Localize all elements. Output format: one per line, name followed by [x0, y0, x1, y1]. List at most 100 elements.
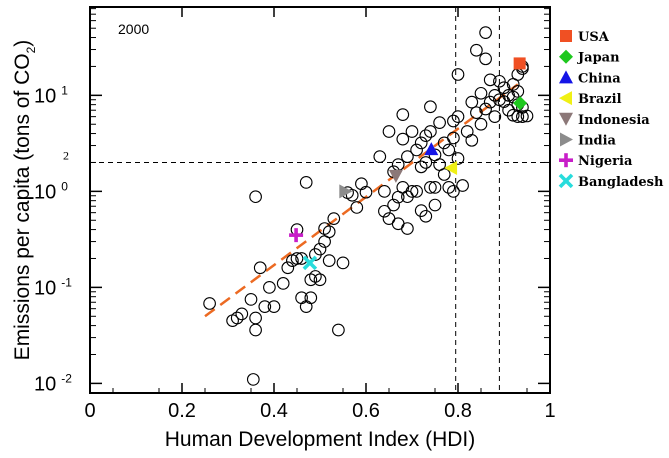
country-point	[327, 212, 341, 225]
x-tick-label: 0.6	[352, 400, 380, 422]
y-tick-label: 10 1	[34, 83, 68, 107]
country-point	[479, 26, 492, 39]
country-point	[350, 201, 364, 214]
country-point	[433, 116, 446, 129]
country-point	[396, 108, 410, 121]
country-point	[451, 110, 465, 123]
y-tick-exponent: -2	[61, 371, 72, 385]
country-point	[419, 156, 433, 169]
country-point	[460, 125, 474, 138]
legend-marker-india	[560, 132, 573, 147]
country-point	[516, 110, 529, 123]
highlight-point-nigeria	[289, 228, 304, 243]
country-point	[332, 323, 345, 337]
country-point	[249, 190, 262, 204]
y-tick-label: 10 0	[34, 179, 68, 203]
country-point	[322, 254, 336, 267]
y-axis-title-sub: 2	[24, 46, 38, 53]
legend-marker-usa	[560, 30, 572, 42]
country-point	[470, 43, 483, 57]
y-axis-title: Emissions per capita (tons of CO2)	[11, 40, 38, 361]
country-point	[511, 85, 525, 98]
country-point	[304, 273, 318, 287]
legend-label-china: China	[578, 71, 621, 86]
country-point	[258, 300, 272, 313]
country-point	[359, 185, 373, 199]
chart-title: 2000	[118, 21, 149, 37]
country-point	[447, 114, 460, 128]
country-point	[424, 125, 437, 138]
country-point	[465, 133, 479, 147]
country-point	[414, 136, 428, 150]
country-point	[299, 300, 313, 313]
country-point	[309, 270, 322, 283]
legend-label-indonesia: Indonesia	[578, 113, 650, 128]
country-point	[355, 177, 368, 191]
country-point	[387, 198, 400, 212]
legend-marker-nigeria	[559, 153, 573, 168]
country-point	[267, 300, 281, 313]
highlight-point-usa	[513, 57, 526, 70]
legend-label-usa: USA	[578, 30, 610, 45]
country-point	[203, 297, 216, 310]
x-tick-label: 0	[84, 400, 95, 422]
y-tick-exponent: 1	[61, 83, 68, 97]
reference-lines: 2	[63, 7, 550, 393]
trend-line	[204, 83, 519, 318]
highlight-point-nigeria-v	[294, 228, 298, 243]
country-point	[295, 291, 308, 305]
country-point	[488, 88, 502, 102]
highlight-point-bangladesh-b	[302, 255, 318, 271]
legend-marker-china	[559, 70, 573, 84]
country-point	[424, 181, 437, 194]
country-point	[313, 242, 327, 256]
country-point	[456, 179, 469, 192]
country-point	[442, 181, 456, 194]
highlight-point-japan	[513, 96, 528, 111]
country-point	[276, 277, 290, 290]
y-tick-base: 10	[34, 85, 56, 107]
country-point	[479, 102, 492, 116]
country-point	[497, 81, 511, 95]
plot-frame	[89, 6, 551, 394]
legend-marker-brazil	[559, 91, 572, 106]
country-point	[442, 143, 456, 157]
y-tick-exponent: 0	[61, 179, 68, 193]
highlight-point-brazil	[444, 161, 458, 176]
country-point	[419, 129, 433, 143]
x-tick-label: 0.4	[260, 400, 288, 422]
country-point	[253, 261, 267, 275]
country-point	[419, 209, 433, 223]
country-point	[410, 143, 423, 157]
tick-layer: 0 0.2 0.4 0.6 0.8 1 10 1 10 0 10 -1 10 -2	[34, 7, 556, 422]
country-point	[488, 110, 502, 123]
country-point	[290, 252, 304, 265]
y-tick-base: 10	[34, 181, 56, 203]
country-point	[304, 291, 318, 305]
highlight-point-india	[339, 184, 353, 199]
country-point	[396, 132, 410, 146]
x-tick-label: 1	[544, 400, 555, 422]
legend-marker-bangladesh-b	[558, 173, 574, 189]
country-point	[414, 160, 428, 174]
legend-label-japan: Japan	[577, 51, 620, 66]
legend-marker-nigeria-v	[564, 153, 568, 168]
legend: USA Japan China Brazil Indonesia India Nigeria…	[558, 30, 664, 190]
highlight-point-china	[424, 142, 439, 156]
y-tick-exponent: -1	[61, 275, 72, 289]
country-point	[493, 74, 506, 88]
country-point	[447, 185, 460, 198]
country-point	[246, 373, 260, 386]
y-axis-title-close: )	[11, 40, 34, 47]
country-point	[230, 311, 244, 325]
y-tick-label: 10 -1	[34, 275, 72, 299]
country-point	[336, 256, 350, 270]
y-tick-base: 10	[34, 373, 56, 395]
country-point	[249, 323, 262, 337]
y-tick-base: 10	[34, 277, 56, 299]
legend-label-india: India	[578, 134, 617, 149]
legend-marker-japan	[559, 49, 573, 64]
country-point	[373, 150, 387, 163]
reference-label-2: 2	[63, 148, 69, 162]
country-point	[401, 150, 414, 163]
